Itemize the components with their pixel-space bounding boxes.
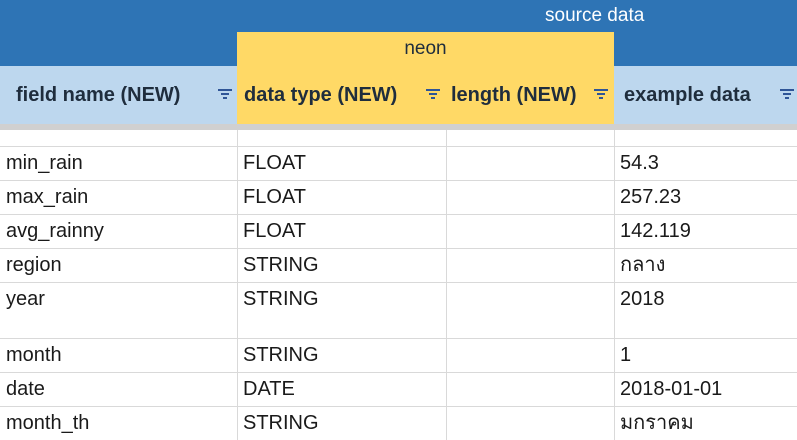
cell-example-data[interactable]: 1: [620, 344, 632, 366]
grid-line: [614, 130, 615, 440]
grid-line: [0, 406, 797, 407]
grid-line: [237, 130, 238, 440]
header-separator: [0, 124, 797, 130]
cell-field-name[interactable]: region: [6, 254, 62, 276]
grid-line: [0, 146, 797, 147]
cell-length[interactable]: [446, 248, 452, 282]
cell-data-type[interactable]: STRING: [243, 288, 319, 310]
cell-example-data[interactable]: 2018: [620, 288, 665, 310]
cell-data-type[interactable]: STRING: [243, 344, 319, 366]
filter-icon[interactable]: [218, 87, 232, 101]
grid-line: [0, 180, 797, 181]
cell-example-data[interactable]: 257.23: [620, 186, 682, 208]
grid-line: [0, 282, 797, 283]
cell-data-type[interactable]: STRING: [243, 254, 319, 276]
header-field-name-label: field name (NEW): [16, 84, 181, 106]
cell-length[interactable]: [446, 338, 452, 372]
cell-length[interactable]: [446, 406, 452, 440]
cell-data-type[interactable]: FLOAT: [243, 152, 306, 174]
cell-data-type[interactable]: FLOAT: [243, 186, 306, 208]
grid-line: [0, 338, 797, 339]
filter-icon[interactable]: [780, 87, 794, 101]
cell-data-type[interactable]: FLOAT: [243, 220, 306, 242]
cell-length[interactable]: [446, 214, 452, 248]
source-band-left: [0, 32, 237, 66]
header-length-label: length (NEW): [451, 84, 577, 106]
cell-field-name[interactable]: avg_rainny: [6, 220, 104, 242]
header-length[interactable]: length (NEW): [446, 66, 614, 124]
header-data-type[interactable]: data type (NEW): [237, 66, 446, 124]
grid-line: [0, 248, 797, 249]
cell-field-name[interactable]: month: [6, 344, 62, 366]
cell-length[interactable]: [446, 180, 452, 214]
cell-data-type[interactable]: STRING: [243, 412, 319, 434]
cell-example-data[interactable]: 54.3: [620, 152, 659, 174]
cell-field-name[interactable]: month_th: [6, 412, 90, 434]
cell-field-name[interactable]: year: [6, 288, 45, 310]
cell-example-data[interactable]: 142.119: [620, 220, 691, 242]
cell-example-data[interactable]: มกราคม: [620, 412, 694, 434]
cell-data-type[interactable]: DATE: [243, 378, 295, 400]
cell-example-data[interactable]: 2018-01-01: [620, 378, 723, 400]
cell-field-name[interactable]: min_rain: [6, 152, 83, 174]
grid-line: [446, 130, 447, 440]
source-band-right: [614, 32, 797, 66]
grid-line: [0, 372, 797, 373]
grid-line: [0, 214, 797, 215]
neon-title: neon: [237, 32, 614, 66]
cell-example-data[interactable]: กลาง: [620, 254, 666, 276]
cell-length[interactable]: [446, 282, 452, 316]
cell-field-name[interactable]: date: [6, 378, 45, 400]
filter-icon[interactable]: [594, 87, 608, 101]
source-band: [0, 0, 797, 32]
header-example-data-label: example data: [624, 84, 751, 106]
cell-length[interactable]: [446, 146, 452, 180]
filter-icon[interactable]: [426, 87, 440, 101]
cell-length[interactable]: [446, 372, 452, 406]
header-example-data[interactable]: example data: [614, 66, 797, 124]
cell-field-name[interactable]: max_rain: [6, 186, 89, 208]
header-field-name[interactable]: field name (NEW): [0, 66, 237, 124]
header-data-type-label: data type (NEW): [244, 84, 398, 106]
source-data-title: source data: [545, 5, 645, 26]
